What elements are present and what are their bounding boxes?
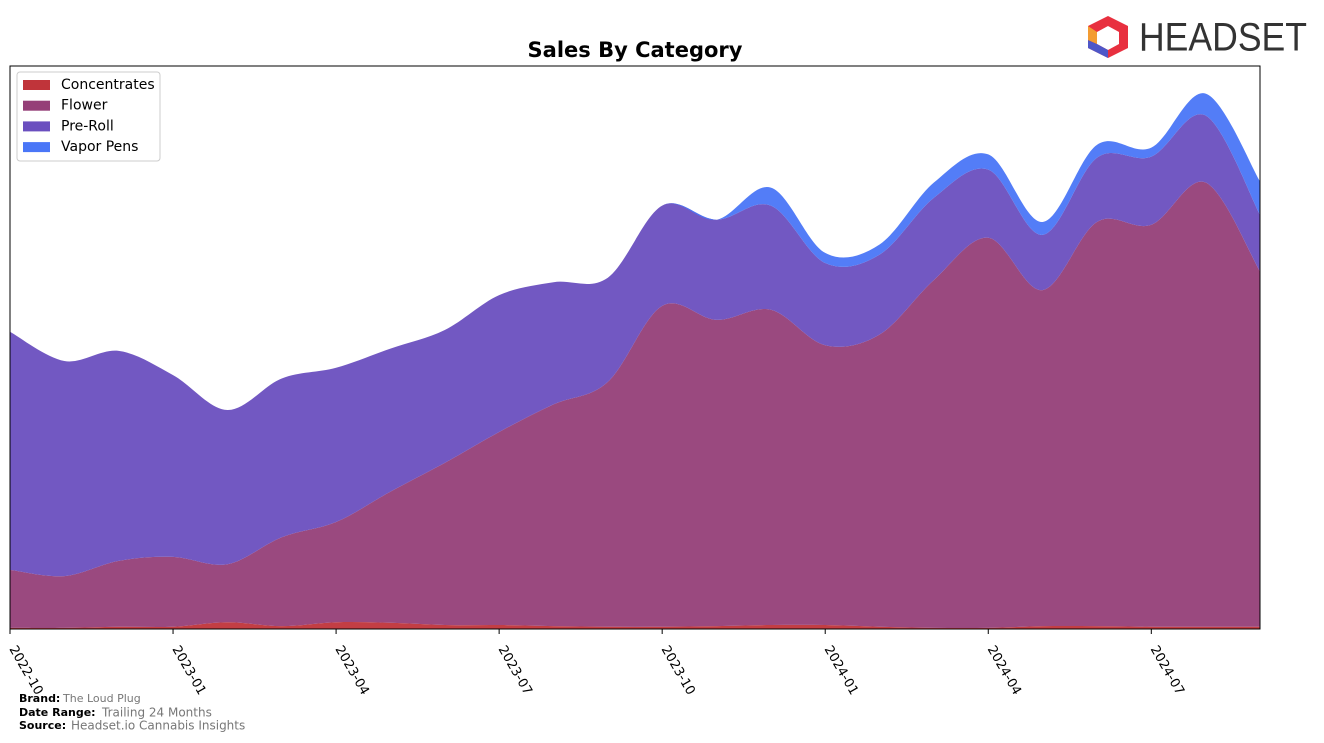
x-tick-label: 2023-01 [169, 643, 209, 698]
footer-label: Source: [19, 719, 66, 732]
footer-label: Date Range: [19, 706, 96, 719]
legend-swatch [23, 142, 50, 153]
legend: Concentrates Flower Pre-Roll Vapor Pens [16, 71, 161, 162]
footer-value: Trailing 24 Months [101, 706, 212, 720]
chart-title: Sales By Category [528, 38, 743, 62]
footer: Brand: The Loud Plug Date Range: Trailin… [19, 692, 245, 733]
x-tick-label: 2023-07 [495, 643, 535, 698]
logo-icon-part [1088, 40, 1108, 58]
area [10, 93, 1260, 411]
logo: HEADSET [1088, 16, 1307, 60]
area [10, 114, 1260, 577]
legend-box [16, 71, 161, 162]
logo-icon-inner [1097, 26, 1119, 50]
area [10, 181, 1260, 629]
x-tick-label: 2023-10 [658, 643, 698, 698]
x-tick-label: 2024-01 [821, 643, 861, 698]
x-tick-label: 2023-04 [332, 643, 372, 698]
logo-icon-part [1088, 26, 1097, 44]
legend-swatch [23, 121, 50, 132]
plot-frame [9, 65, 1261, 630]
x-tick-label: 2024-04 [984, 643, 1024, 698]
legend-label: Concentrates [61, 77, 155, 93]
legend-label: Vapor Pens [61, 139, 138, 155]
logo-text: HEADSET [1139, 16, 1307, 60]
legend-swatch [23, 80, 50, 90]
footer-value: Headset.io Cannabis Insights [71, 719, 245, 733]
area [10, 622, 1260, 629]
plot-area [10, 93, 1260, 629]
legend-label: Flower [61, 98, 108, 114]
legend-label: Pre-Roll [61, 118, 114, 134]
footer-label: Brand: [19, 692, 60, 705]
x-tick-label: 2022-10 [6, 643, 46, 698]
x-tick-label: 2024-07 [1147, 643, 1187, 698]
legend-swatch [23, 100, 50, 111]
footer-value: The Loud Plug [62, 692, 141, 705]
